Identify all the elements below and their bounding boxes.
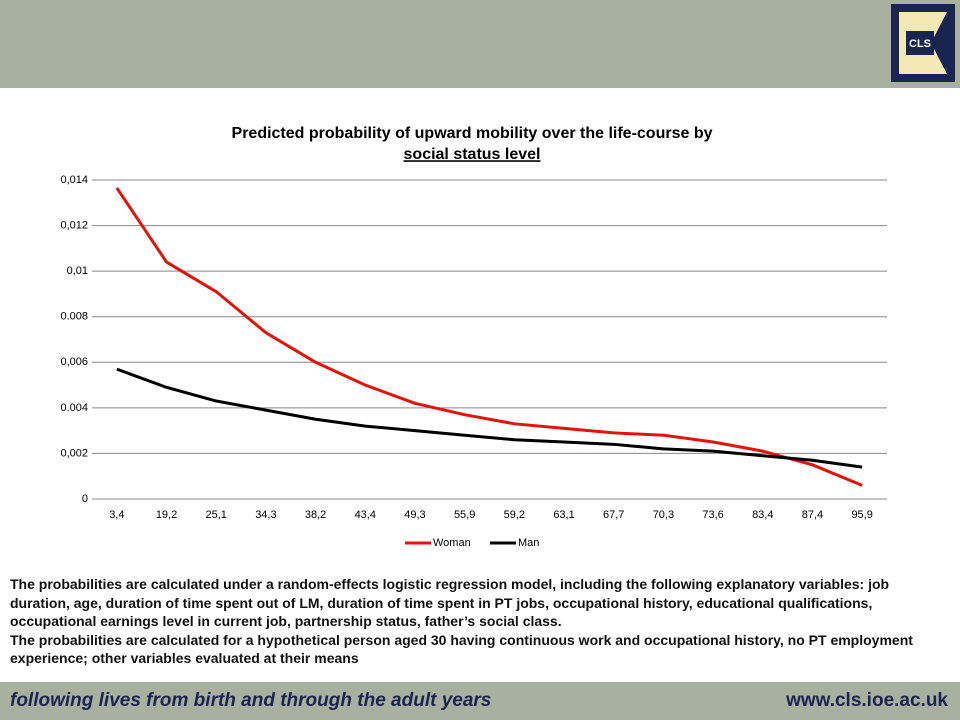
y-tick-label: 0,014	[60, 174, 88, 186]
y-tick-label: 0.008	[60, 311, 88, 323]
chart-title: social status level	[404, 146, 541, 163]
x-tick-label: 83,4	[752, 509, 773, 521]
x-tick-label: 49,3	[404, 509, 425, 521]
note: The probabilities are calculated under a…	[10, 576, 890, 629]
y-tick-label: 0,006	[60, 356, 88, 368]
x-tick-label: 19,2	[156, 509, 177, 521]
y-tick-label: 0,012	[60, 219, 88, 231]
line-series	[115, 187, 863, 487]
y-tick-label: 0,01	[67, 265, 88, 277]
x-tick-label: 73,6	[702, 509, 723, 521]
x-tick-label: 59,2	[504, 509, 525, 521]
tagline: following lives from birth and through t…	[10, 690, 492, 711]
x-tick-label: 67,7	[603, 509, 624, 521]
x-tick-label: 38,2	[305, 509, 326, 521]
chart: Predicted probability of upward mobility…	[60, 125, 887, 549]
logo: CLS	[891, 4, 955, 82]
x-tick-label: 63,1	[553, 509, 574, 521]
x-tick-label: 95,9	[851, 509, 872, 521]
header-bar: CLS	[0, 0, 960, 88]
x-tick-label: 43,4	[355, 509, 376, 521]
notes: The probabilities are calculated under a…	[10, 575, 940, 668]
chart-title: Predicted probability of upward mobility…	[232, 125, 713, 142]
x-tick-label: 25,1	[206, 509, 227, 521]
x-tick-label: 34,3	[255, 509, 276, 521]
x-tick-label: 55,9	[454, 509, 475, 521]
x-tick-label: 3,4	[109, 509, 124, 521]
x-tick-label: 87,4	[802, 509, 823, 521]
footer-bar: following lives from birth and through t…	[0, 682, 960, 720]
logo-text: CLS	[909, 38, 931, 50]
y-tick-label: 0.004	[60, 402, 88, 414]
x-tick-label: 70,3	[653, 509, 674, 521]
line-series	[116, 367, 863, 469]
legend-label: Man	[518, 537, 539, 549]
y-tick-label: 0,002	[60, 447, 88, 459]
legend-label: Woman	[433, 537, 471, 549]
url: www.cls.ioe.ac.uk	[786, 690, 948, 711]
note: The probabilities are calculated for a h…	[10, 631, 913, 667]
y-tick-label: 0	[82, 493, 88, 505]
